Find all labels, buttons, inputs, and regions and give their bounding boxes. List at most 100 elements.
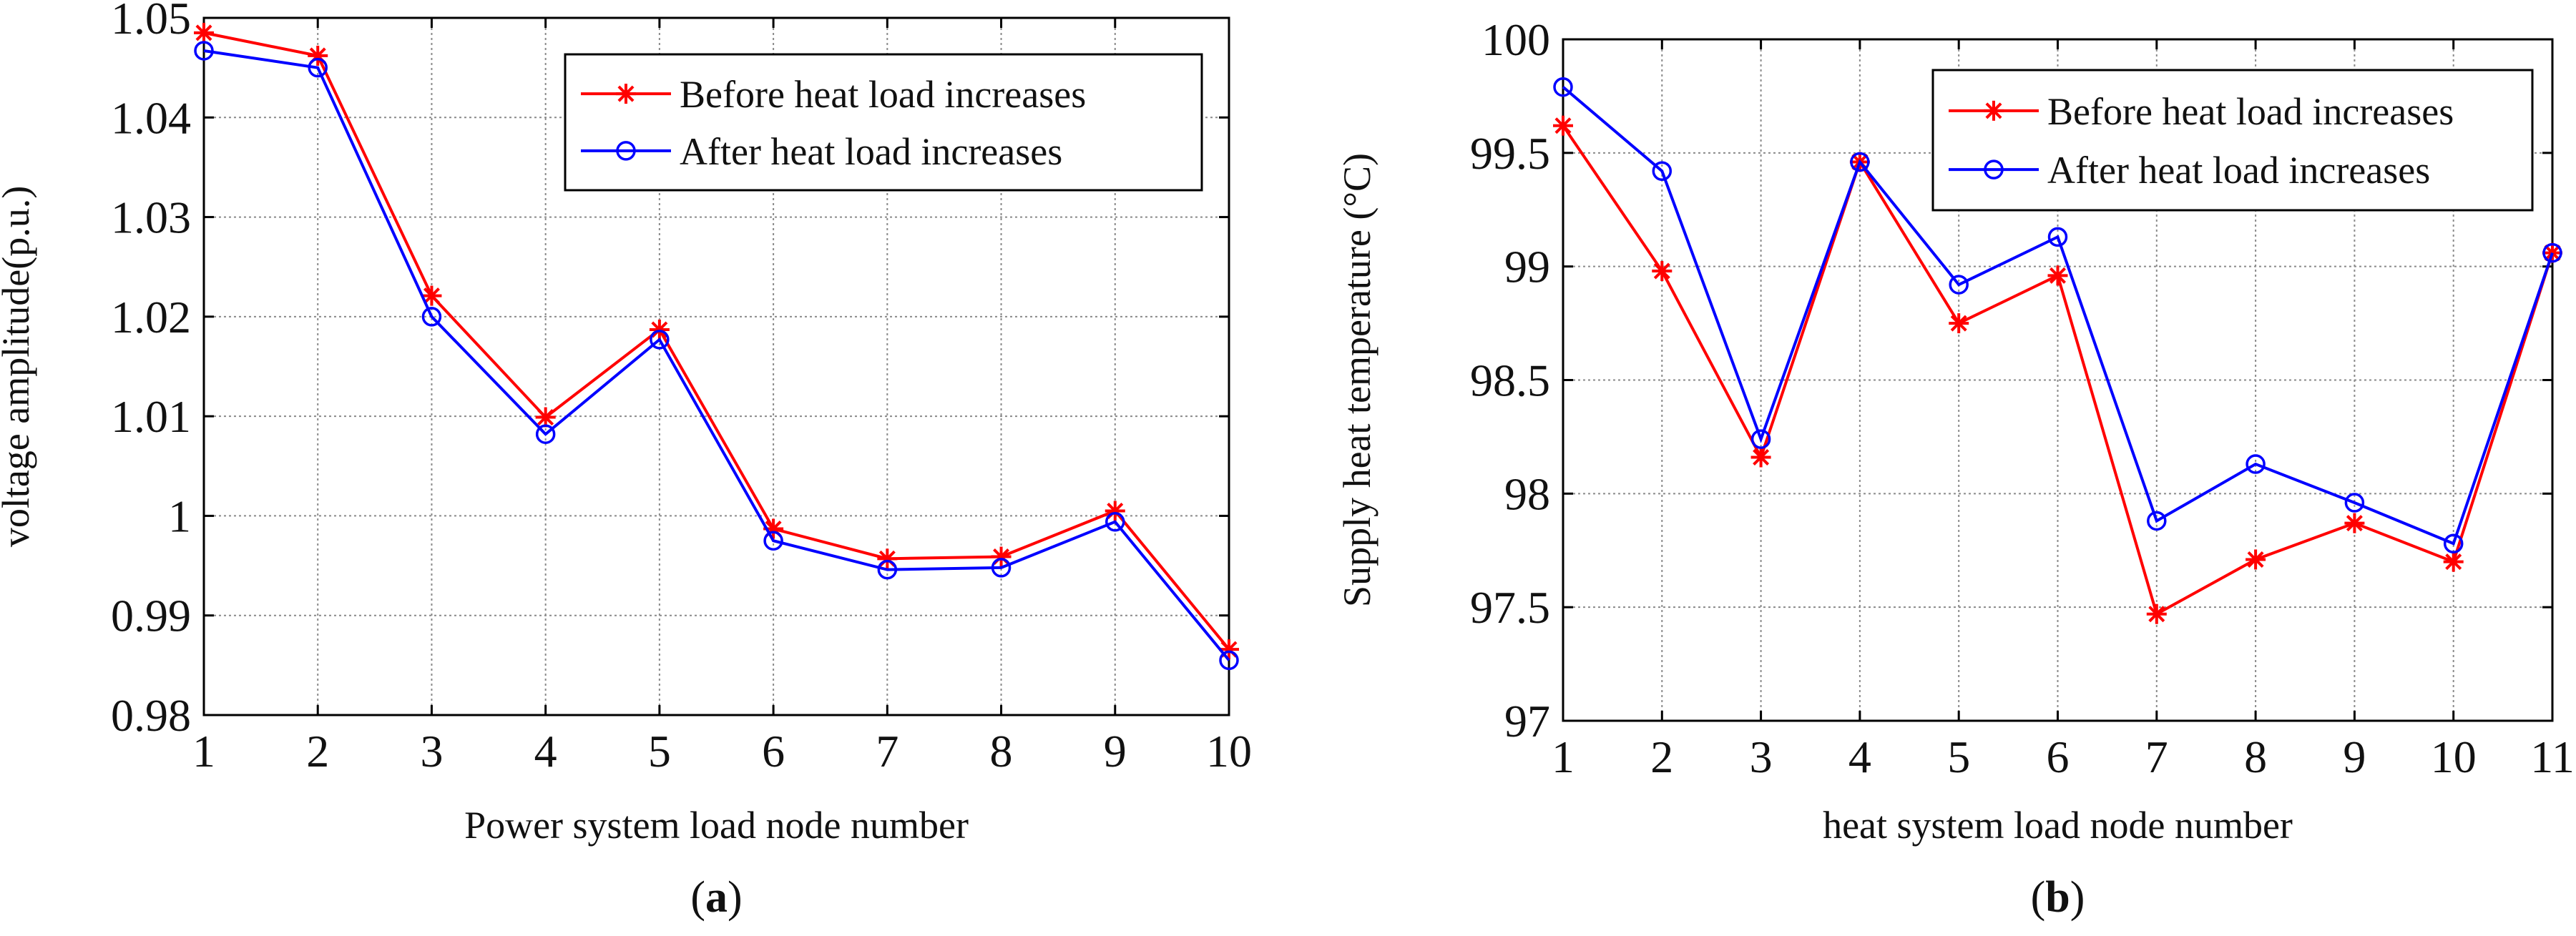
asterisk-stroke [2445,553,2462,571]
x-tick-label: 8 [2244,731,2267,782]
y-tick-label: 99.5 [1470,128,1550,179]
x-tick-label: 10 [2431,731,2477,782]
data-point [2344,513,2365,533]
data-point [535,424,556,444]
data-point [2147,511,2167,531]
asterisk-stroke [537,409,554,426]
data-point [1652,261,1673,282]
data-point [763,531,783,551]
x-tick-label: 7 [876,726,898,777]
series-before [1553,115,2562,624]
x-tick-label: 3 [1750,731,1773,782]
x-tick-label: 9 [2343,731,2366,782]
y-tick-label: 1.01 [111,391,191,442]
asterisk-stroke [1753,449,1770,466]
x-tick-label: 6 [2047,731,2070,782]
y-tick-label: 1 [168,491,191,541]
legend-marker [616,84,636,104]
data-point [1850,152,1870,172]
series-line [203,31,1230,651]
asterisk-stroke [195,24,212,41]
y-tick-label: 1.02 [111,292,191,343]
panel-label: (b) [2031,873,2085,922]
x-tick-label: 11 [2530,731,2575,782]
legend-marker [1984,100,2004,121]
legend: Before heat load increases After heat loa… [1931,69,2534,212]
data-point [2047,227,2068,247]
x-tick-label: 2 [1650,731,1673,782]
data-point [1949,275,1969,295]
panel-label-close: ) [728,873,743,922]
y-tick-label: 1.04 [111,92,191,143]
x-tick-label: 3 [420,726,443,777]
asterisk-stroke [1985,102,2002,119]
data-point [1750,447,1771,468]
x-tick-label: 7 [2145,731,2168,782]
x-tick-label: 10 [1206,726,1252,777]
y-tick-label: 97 [1504,696,1550,747]
data-point [1750,429,1771,449]
panel-label: (a) [690,873,742,922]
data-point [650,330,670,350]
asterisk-stroke [423,287,440,305]
x-tick-label: 6 [762,726,785,777]
data-point [2047,265,2068,286]
data-point [1553,77,1573,97]
series-line [1562,86,2554,546]
data-point [1219,650,1239,671]
data-point [877,559,898,580]
asterisk-stroke [2247,551,2264,568]
x-tick-label: 8 [990,726,1013,777]
data-point [2542,242,2562,263]
data-point [421,307,442,327]
data-point [2246,549,2266,570]
x-tick-label: 1 [192,726,215,777]
x-axis-label: Power system load node number [464,804,969,847]
legend-box [564,53,1203,192]
asterisk-stroke [2049,267,2066,284]
legend-label: After heat load increases [2047,149,2430,192]
y-tick-label: 1.03 [111,192,191,243]
data-point [194,22,214,43]
legend-label: After heat load increases [680,130,1062,173]
asterisk-stroke [1554,117,1572,134]
panel-label-open: ( [690,873,705,922]
panel-label-letter: a [705,873,728,922]
y-tick-label: 0.98 [111,690,191,741]
x-tick-label: 5 [1947,731,1970,782]
y-tick-label: 100 [1482,14,1550,65]
y-tick-label: 97.5 [1470,582,1550,633]
asterisk-stroke [651,321,668,338]
y-tick-label: 1.05 [111,0,191,44]
data-point [194,41,214,61]
chart-panel-a: 1 2 3 4 5 6 7 8 9 10 0.98 0.99 1 1.01 1.02 1.03 1.04 1.05… [0,0,1252,922]
data-point [421,285,442,306]
data-point [649,319,670,340]
y-tick-label: 0.99 [111,591,191,641]
legend-marker [1984,159,2004,179]
x-tick-label: 5 [648,726,671,777]
x-tick-label: 2 [306,726,329,777]
asterisk-stroke [2346,515,2363,532]
asterisk-stroke [1950,315,1967,332]
x-tick-label: 4 [534,726,557,777]
y-axis-label: Supply heat temperature (°C) [1336,153,1378,607]
legend-label: Before heat load increases [680,73,1086,116]
asterisk-stroke [1653,262,1670,280]
data-point [1105,512,1125,532]
asterisk-stroke [617,85,635,102]
x-tick-label: 1 [1552,731,1575,782]
panel-label-open: ( [2031,873,2046,922]
axes-frame [202,16,1230,716]
data-point [991,558,1012,578]
series-after [194,41,1239,671]
legend-box [1931,69,2534,212]
legend: Before heat load increases After heat loa… [564,53,1203,192]
y-tick-label: 98 [1504,468,1550,519]
data-point [2146,604,2167,624]
panel-label-close: ) [2070,873,2085,922]
legend-label: Before heat load increases [2047,90,2454,133]
data-point [2443,533,2464,553]
y-axis-label: voltage amplitude(p.u.) [0,186,37,547]
